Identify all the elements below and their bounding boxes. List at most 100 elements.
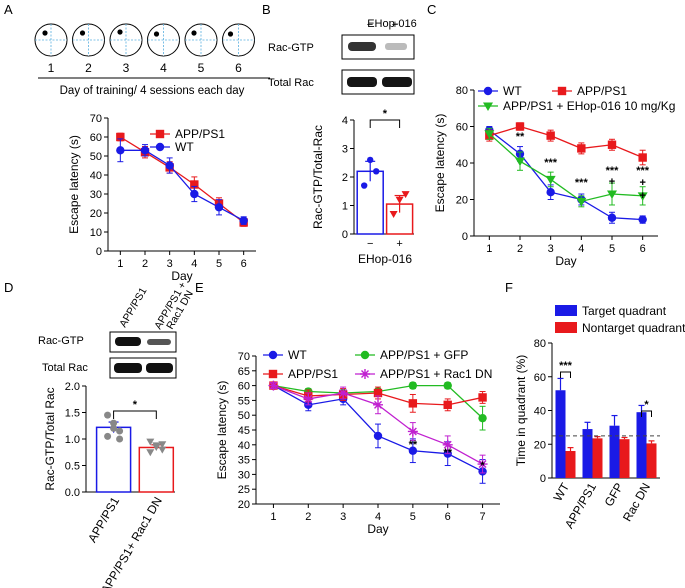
data-point: [116, 427, 124, 435]
bar-red: [592, 438, 603, 478]
y-tick-label: 3: [342, 144, 348, 156]
y-tick-label: 50: [90, 151, 102, 163]
x-tick-label: +: [396, 238, 402, 250]
y-tick-label: 20: [90, 208, 102, 220]
significance-label: +: [609, 176, 615, 188]
blot-d-band-total-1: [114, 363, 142, 373]
panel-label-c: C: [427, 2, 436, 17]
data-point: [401, 191, 410, 199]
data-point: [146, 438, 155, 446]
blot-b-sign-plus: +: [392, 19, 398, 31]
x-tick-label: 4: [375, 511, 381, 523]
y-tick-label: 80: [456, 85, 468, 97]
x-tick-label: 2: [517, 243, 523, 255]
maze-caption: Day of training/ 4 sessions each day: [60, 85, 245, 97]
data-point: [443, 381, 452, 390]
bar-blue: [582, 429, 593, 478]
data-point: [546, 131, 555, 140]
data-point: [239, 216, 248, 225]
bar-1: [138, 446, 175, 493]
bar-blue: [636, 412, 647, 478]
y-tick-label: 1.0: [65, 434, 80, 446]
panel-label-a: A: [4, 2, 13, 17]
legend-label: WT: [503, 84, 522, 98]
y-tick-label: 10: [90, 227, 102, 239]
y-axis-label: Escape latency (s): [433, 114, 447, 213]
significance-label: ***: [575, 177, 589, 189]
x-tick-label: 6: [640, 243, 646, 255]
data-point: [443, 400, 452, 410]
y-tick-label: 40: [534, 406, 546, 418]
significance-label: **: [443, 447, 452, 459]
significance-label: +: [639, 177, 645, 189]
x-tick-label: 3: [340, 511, 346, 523]
bar-blue: [609, 425, 620, 478]
data-point: [361, 182, 368, 189]
legend-label: APP/PS1: [288, 367, 338, 381]
legend-marker: [360, 369, 370, 379]
x-tick-label: 1: [486, 243, 492, 255]
panel-label-f: F: [505, 280, 513, 295]
data-point: [637, 192, 648, 201]
blot-b-row-total: Total Rac: [268, 77, 314, 89]
significance-label: *: [644, 399, 649, 411]
legend-swatch: [555, 305, 577, 316]
y-tick-label: 4: [342, 115, 348, 127]
maze-start-dot-4: [153, 31, 160, 37]
y-tick-label: 0: [342, 229, 348, 241]
blot-d-band-gtp-1: [115, 337, 141, 346]
blot-b-row-gtp: Rac-GTP: [268, 42, 314, 54]
maze-start-dot-2: [79, 30, 86, 36]
maze-label-2: 2: [85, 61, 92, 75]
x-axis-label: EHop-016: [358, 252, 412, 266]
blot-d-band-gtp-2: [147, 339, 171, 345]
data-point: [515, 157, 525, 167]
legend-marker: [557, 86, 567, 96]
legend-marker: [155, 142, 165, 152]
significance-label: *: [480, 460, 485, 472]
data-point: [477, 459, 488, 470]
data-point: [638, 153, 647, 162]
blot-b-band-gtp-2: [385, 43, 407, 50]
legend-marker: [483, 102, 493, 111]
data-point: [190, 180, 199, 189]
x-tick-label: 5: [216, 258, 222, 270]
data-point: [607, 140, 617, 149]
x-tick-label: 4: [191, 258, 197, 270]
y-tick-label: 70: [238, 351, 250, 363]
data-point: [373, 168, 380, 175]
data-point: [214, 203, 224, 212]
y-tick-label: 0: [462, 231, 468, 243]
y-tick-label: 1: [342, 201, 348, 213]
y-tick-label: 0.0: [65, 487, 80, 499]
maze-start-dot-5: [191, 30, 197, 36]
data-point: [116, 435, 124, 443]
y-tick-label: 0: [540, 473, 546, 485]
data-point: [190, 189, 199, 199]
significance-label: **: [516, 131, 525, 143]
x-tick-label: 6: [241, 258, 247, 270]
y-tick-label: 20: [238, 499, 250, 511]
y-tick-label: 20: [534, 439, 546, 451]
y-tick-label: 65: [238, 366, 250, 378]
y-axis-label: Escape latency (s): [67, 135, 81, 234]
panel-label-b: B: [262, 2, 271, 17]
blot-d-row-gtp: Rac-GTP: [38, 335, 84, 347]
legend-label: Target quadrant: [582, 304, 667, 318]
x-tick-label: 5: [410, 511, 416, 523]
bar-blue: [555, 390, 566, 478]
legend-label: APP/PS1 + GFP: [380, 348, 468, 362]
y-tick-label: 55: [238, 395, 250, 407]
legend-marker: [268, 350, 278, 360]
data-point: [395, 196, 404, 204]
data-point: [104, 411, 112, 419]
x-axis-label: Day: [555, 254, 576, 268]
blot-d-band-total-2: [146, 363, 173, 373]
y-tick-label: 30: [90, 189, 102, 201]
data-point: [303, 393, 314, 404]
data-point: [373, 399, 383, 410]
maze-label-6: 6: [235, 61, 242, 75]
data-point: [484, 130, 495, 139]
